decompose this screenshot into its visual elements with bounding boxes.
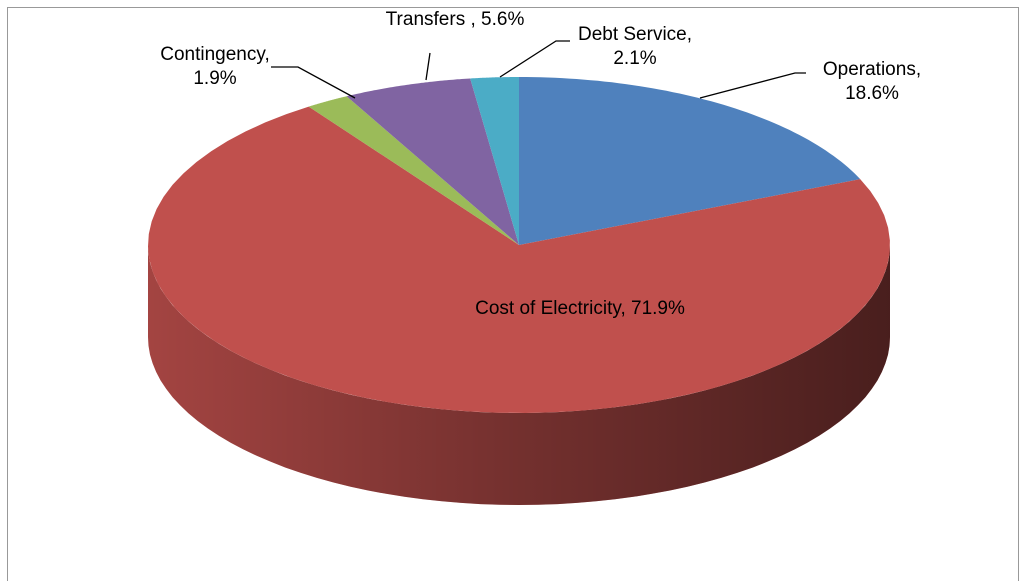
leader-line: [425, 52, 431, 81]
slice: [148, 106, 890, 413]
slice: [346, 78, 519, 245]
data-label: Contingency, 1.9%: [160, 44, 270, 89]
slice: [308, 96, 519, 245]
leader-line: [699, 72, 806, 99]
slice-side-shade: [148, 245, 890, 505]
slice: [519, 77, 861, 245]
side-walls: [148, 245, 890, 505]
data-label: Transfers , 5.6%: [385, 9, 525, 30]
data-label: Cost of Electricity, 71.9%: [475, 298, 685, 319]
data-label: Operations, 18.6%: [822, 59, 922, 104]
leader-lines: [271, 40, 806, 99]
slices: [148, 77, 890, 413]
leader-line: [271, 66, 356, 99]
leader-line: [499, 40, 570, 78]
data-label: Debt Service, 2.1%: [577, 24, 693, 69]
chart-border: [7, 7, 1019, 581]
slice: [470, 77, 519, 245]
